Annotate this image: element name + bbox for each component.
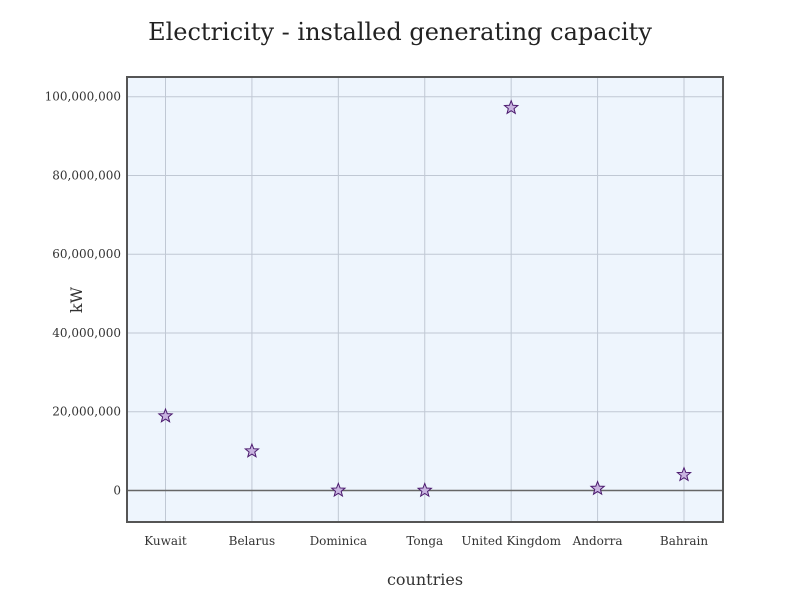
data-point-star bbox=[416, 482, 433, 498]
x-tick-label: Tonga bbox=[406, 534, 443, 548]
y-axis-title: kW bbox=[67, 286, 86, 313]
data-point-star bbox=[157, 407, 174, 423]
data-point-star bbox=[503, 99, 520, 115]
x-tick-label: Belarus bbox=[229, 534, 276, 548]
x-tick-label: Andorra bbox=[572, 534, 623, 548]
x-tick-label: Dominica bbox=[310, 534, 368, 548]
data-point-star bbox=[589, 480, 606, 496]
data-markers bbox=[157, 99, 692, 498]
y-tick-label: 100,000,000 bbox=[45, 90, 121, 104]
x-axis-ticks: Kuwait Belarus Dominica Tonga United Kingdom… bbox=[144, 534, 708, 548]
y-tick-label: 80,000,000 bbox=[52, 168, 121, 182]
data-point-star bbox=[243, 442, 260, 458]
y-tick-label: 40,000,000 bbox=[52, 326, 121, 340]
x-tick-label: Kuwait bbox=[144, 534, 187, 548]
grid bbox=[127, 77, 723, 522]
x-tick-label: United Kingdom bbox=[461, 534, 561, 548]
x-tick-label: Bahrain bbox=[660, 534, 708, 548]
data-point-star bbox=[330, 481, 347, 498]
y-tick-label: 20,000,000 bbox=[52, 405, 121, 419]
data-point-star bbox=[676, 466, 692, 482]
y-tick-label: 60,000,000 bbox=[52, 247, 121, 261]
y-tick-label: 0 bbox=[113, 483, 121, 497]
plot-frame bbox=[126, 76, 724, 523]
chart-title: Electricity - installed generating capac… bbox=[148, 18, 652, 46]
x-axis-title: countries bbox=[387, 570, 463, 589]
y-axis-ticks: 0 20,000,000 40,000,000 60,000,000 80,000,00… bbox=[45, 90, 121, 498]
